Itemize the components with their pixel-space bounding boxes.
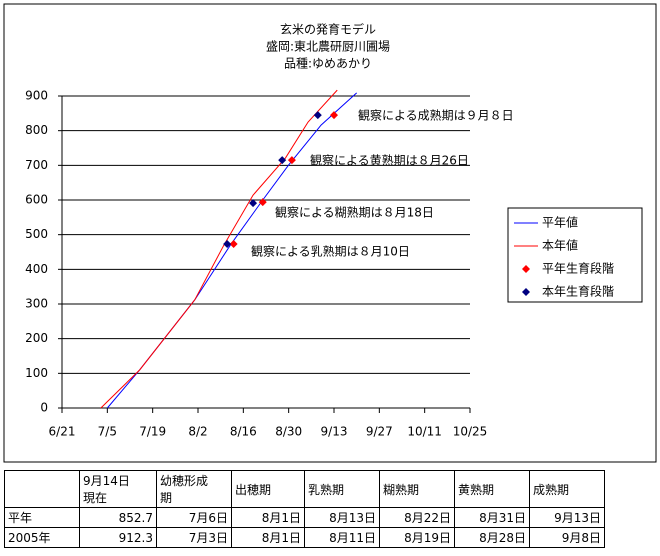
data-point (229, 240, 238, 249)
table-cell: 7月6日 (156, 507, 232, 528)
table-cell: 9月13日 (529, 507, 605, 528)
data-point (278, 156, 287, 165)
chart-title: 盛岡:東北農研厨川圃場 (266, 39, 390, 54)
x-tick-label: 8/16 (230, 425, 257, 439)
data-point (330, 111, 338, 120)
data-point (258, 198, 267, 207)
annotation: 観察による成熟期は９月８日 (358, 108, 514, 123)
table-cell: 8月1日 (231, 507, 305, 528)
summary-table: 9月14日 現在 幼穂形成 期出穂期 乳熟期 糊熟期 黄熟期 成熟期 平年 852.7 7月6日… (4, 470, 605, 548)
y-tick-label: 800 (25, 123, 48, 137)
data-point (249, 199, 258, 208)
table-cell: 912.3 (79, 527, 157, 548)
legend-label: 本年値 (542, 238, 578, 253)
table-cell: 2005年 (4, 527, 80, 548)
x-tick-label: 9/27 (366, 425, 393, 439)
table-cell: 乳熟期 (304, 470, 380, 508)
x-tick-label: 10/11 (407, 425, 442, 439)
y-tick-label: 500 (25, 227, 48, 241)
table-row: 2005年 912.3 7月3日 8月1日 8月11日 8月19日 8月28日 9月8日 (4, 527, 605, 548)
table-cell: 9月14日 現在 (79, 470, 157, 508)
chart-title: 品種:ゆめあかり (284, 57, 372, 71)
y-tick-label: 600 (25, 193, 48, 207)
table-cell: 糊熟期 (379, 470, 455, 508)
x-tick-label: 10/25 (453, 425, 488, 439)
x-tick-label: 8/2 (188, 425, 207, 439)
table-cell: 8月1日 (231, 527, 305, 548)
legend-box (507, 207, 643, 303)
y-tick-label: 300 (25, 297, 48, 311)
legend-label: 平年生育段階 (542, 261, 614, 276)
x-tick-label: 7/19 (139, 425, 166, 439)
annotation: 観察による乳熟期は８月10日 (251, 244, 410, 259)
y-tick-label: 700 (25, 158, 48, 172)
table-cell: 出穂期 (231, 470, 305, 508)
x-tick-label: 9/13 (321, 425, 348, 439)
table-cell: 8月22日 (379, 507, 455, 528)
chart-title: 玄米の発育モデル (280, 22, 376, 37)
data-point (313, 111, 322, 120)
table-row: 9月14日 現在 幼穂形成 期出穂期 乳熟期 糊熟期 黄熟期 成熟期 (4, 470, 605, 508)
y-tick-label: 100 (25, 366, 48, 380)
table-cell (4, 470, 80, 508)
table-cell: 8月28日 (454, 527, 530, 548)
data-line (100, 89, 338, 409)
table-cell: 8月11日 (304, 527, 380, 548)
x-tick-label: 8/30 (275, 425, 302, 439)
y-tick-label: 900 (25, 89, 48, 103)
table-cell: 8月13日 (304, 507, 380, 528)
table-cell: 8月31日 (454, 507, 530, 528)
table-cell: 8月19日 (379, 527, 455, 548)
table-cell: 852.7 (79, 507, 157, 528)
table-row: 平年 852.7 7月6日 8月1日 8月13日 8月22日 8月31日 9月13日 (4, 507, 605, 528)
legend-swatch (522, 288, 530, 296)
data-point (287, 156, 296, 165)
x-tick-label: 7/5 (98, 425, 117, 439)
table-cell: 7月3日 (156, 527, 232, 548)
table-cell: 黄熟期 (454, 470, 530, 508)
x-tick-label: 6/21 (49, 425, 76, 439)
table-cell: 平年 (4, 507, 80, 528)
annotation: 観察による黄熟期は８月26日 (310, 153, 469, 168)
table-cell: 成熟期 (529, 470, 605, 508)
y-tick-label: 0 (40, 401, 48, 415)
legend-label: 本年生育段階 (542, 284, 614, 299)
annotation: 観察による糊熟期は８月18日 (275, 205, 434, 220)
data-point (223, 240, 232, 249)
table-cell: 9月8日 (529, 527, 605, 548)
legend-label: 平年値 (542, 215, 578, 230)
legend-swatch (522, 265, 530, 273)
y-tick-label: 400 (25, 262, 48, 276)
y-tick-label: 200 (25, 331, 48, 345)
table-cell: 幼穂形成 期 (156, 470, 232, 508)
